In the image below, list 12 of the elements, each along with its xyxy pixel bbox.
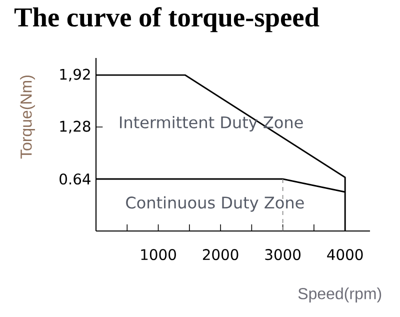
annotation: Continuous Duty Zone <box>126 196 304 212</box>
x-tick-label: 4000 <box>327 249 363 260</box>
y-tick-label: 0.64 <box>60 173 90 185</box>
x-tick-label: 3000 <box>265 249 300 260</box>
y-tick-label: 1,92 <box>60 68 90 82</box>
x-axis-title: Speed(rpm) <box>298 288 382 302</box>
x-tick-label: 1000 <box>141 249 176 260</box>
annotation: Intermittent Duty Zone <box>120 116 303 132</box>
y-axis-title: Torque(Nm) <box>20 76 35 159</box>
x-tick-label: 2000 <box>202 249 238 260</box>
y-tick-label: 1,28 <box>60 120 90 134</box>
chart-title: The curve of torque-speed <box>14 7 320 32</box>
